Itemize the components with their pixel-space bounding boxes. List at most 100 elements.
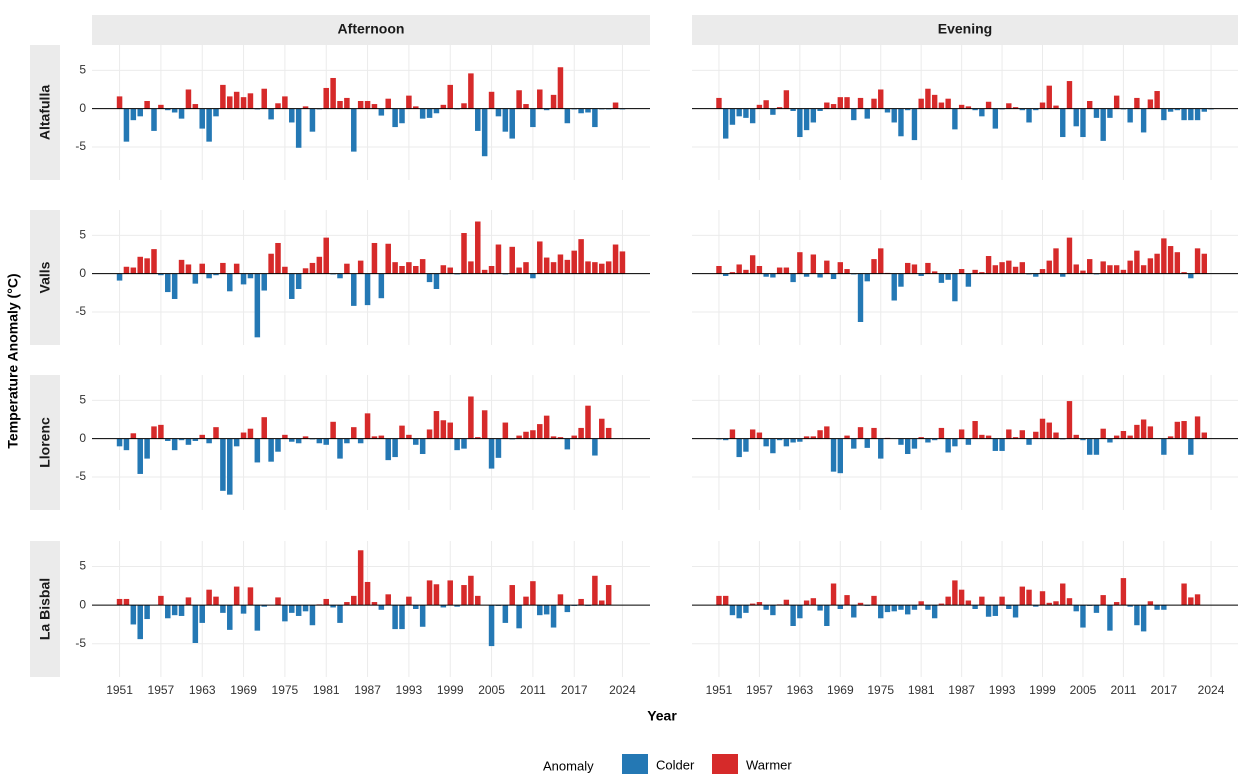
bar xyxy=(502,605,509,623)
bar xyxy=(972,421,978,439)
bar xyxy=(817,430,823,439)
bar xyxy=(240,605,247,614)
bar xyxy=(716,595,722,606)
bar xyxy=(844,97,850,109)
bar xyxy=(247,428,254,439)
y-tick-label: 5 xyxy=(79,227,86,241)
bar xyxy=(495,438,502,458)
bar xyxy=(357,438,364,444)
bar xyxy=(985,605,992,617)
bar xyxy=(770,438,776,454)
bar xyxy=(488,91,495,109)
bar xyxy=(116,598,123,606)
x-tick-label: 2024 xyxy=(609,683,636,697)
bar xyxy=(830,273,837,280)
bar xyxy=(116,273,123,281)
bar xyxy=(440,265,447,274)
x-tick-label: 1993 xyxy=(989,683,1016,697)
bar xyxy=(736,264,742,274)
bar xyxy=(220,605,226,613)
bar xyxy=(898,605,904,610)
bar xyxy=(972,605,978,609)
bar xyxy=(763,605,769,610)
bar xyxy=(1033,273,1039,277)
bar xyxy=(824,605,830,626)
bar xyxy=(337,438,343,459)
bar xyxy=(1107,605,1113,631)
bar xyxy=(144,605,150,620)
bar xyxy=(770,108,776,115)
bar xyxy=(357,260,364,274)
bar xyxy=(958,429,965,439)
bar xyxy=(151,426,157,439)
bar xyxy=(958,269,965,274)
bar xyxy=(1201,432,1207,439)
legend-label: Warmer xyxy=(746,757,792,772)
bar xyxy=(1127,108,1133,123)
bar xyxy=(729,108,736,125)
bar xyxy=(878,438,884,459)
bar xyxy=(918,98,924,109)
bar xyxy=(261,273,267,291)
panel xyxy=(692,375,1238,510)
bar xyxy=(385,98,391,109)
bar xyxy=(137,108,143,117)
bar xyxy=(1167,436,1174,439)
bar xyxy=(192,438,199,441)
bar xyxy=(254,605,261,631)
facet-label: Afternoon xyxy=(338,21,405,37)
bar xyxy=(468,575,474,606)
bar xyxy=(144,100,150,109)
bar xyxy=(979,596,985,606)
bar xyxy=(824,260,830,274)
bar xyxy=(330,605,336,608)
bar xyxy=(1147,99,1154,109)
facet-strip xyxy=(30,45,60,180)
bar xyxy=(1039,591,1046,606)
x-axis-title: Year xyxy=(647,708,677,724)
bar xyxy=(1073,434,1079,439)
x-tick-label: 1987 xyxy=(948,683,975,697)
bar xyxy=(749,603,756,606)
bar xyxy=(557,254,564,274)
bar xyxy=(783,90,790,109)
bar xyxy=(1147,426,1154,439)
bar xyxy=(351,273,357,306)
facet-label: Llorenc xyxy=(37,417,53,468)
bar xyxy=(344,263,350,274)
bar xyxy=(1134,250,1140,274)
bar xyxy=(213,596,219,606)
bar xyxy=(1161,605,1167,610)
bar xyxy=(543,257,550,274)
bar xyxy=(1019,262,1025,274)
bar xyxy=(803,436,810,439)
bar xyxy=(965,106,972,109)
bar xyxy=(716,97,722,109)
bar xyxy=(1006,103,1012,109)
bar xyxy=(233,438,240,447)
bar xyxy=(488,605,495,647)
bar xyxy=(220,262,226,274)
bar xyxy=(578,427,584,439)
bar xyxy=(1194,416,1201,439)
bar xyxy=(1046,602,1052,606)
bar xyxy=(447,267,453,274)
bar xyxy=(233,91,240,109)
bar xyxy=(592,262,598,274)
bar xyxy=(1073,108,1079,127)
bar xyxy=(516,435,522,439)
bar xyxy=(783,438,790,447)
bar xyxy=(509,246,515,274)
bar xyxy=(925,262,931,274)
bar xyxy=(419,605,426,627)
bar xyxy=(275,242,281,274)
bar xyxy=(1066,401,1073,439)
bar xyxy=(770,605,776,616)
y-tick-label: -5 xyxy=(75,636,86,650)
bar xyxy=(461,233,467,274)
bar xyxy=(585,108,591,113)
bar xyxy=(447,84,453,109)
facet-strip xyxy=(30,541,60,677)
bar xyxy=(817,108,823,111)
bar xyxy=(864,438,870,448)
